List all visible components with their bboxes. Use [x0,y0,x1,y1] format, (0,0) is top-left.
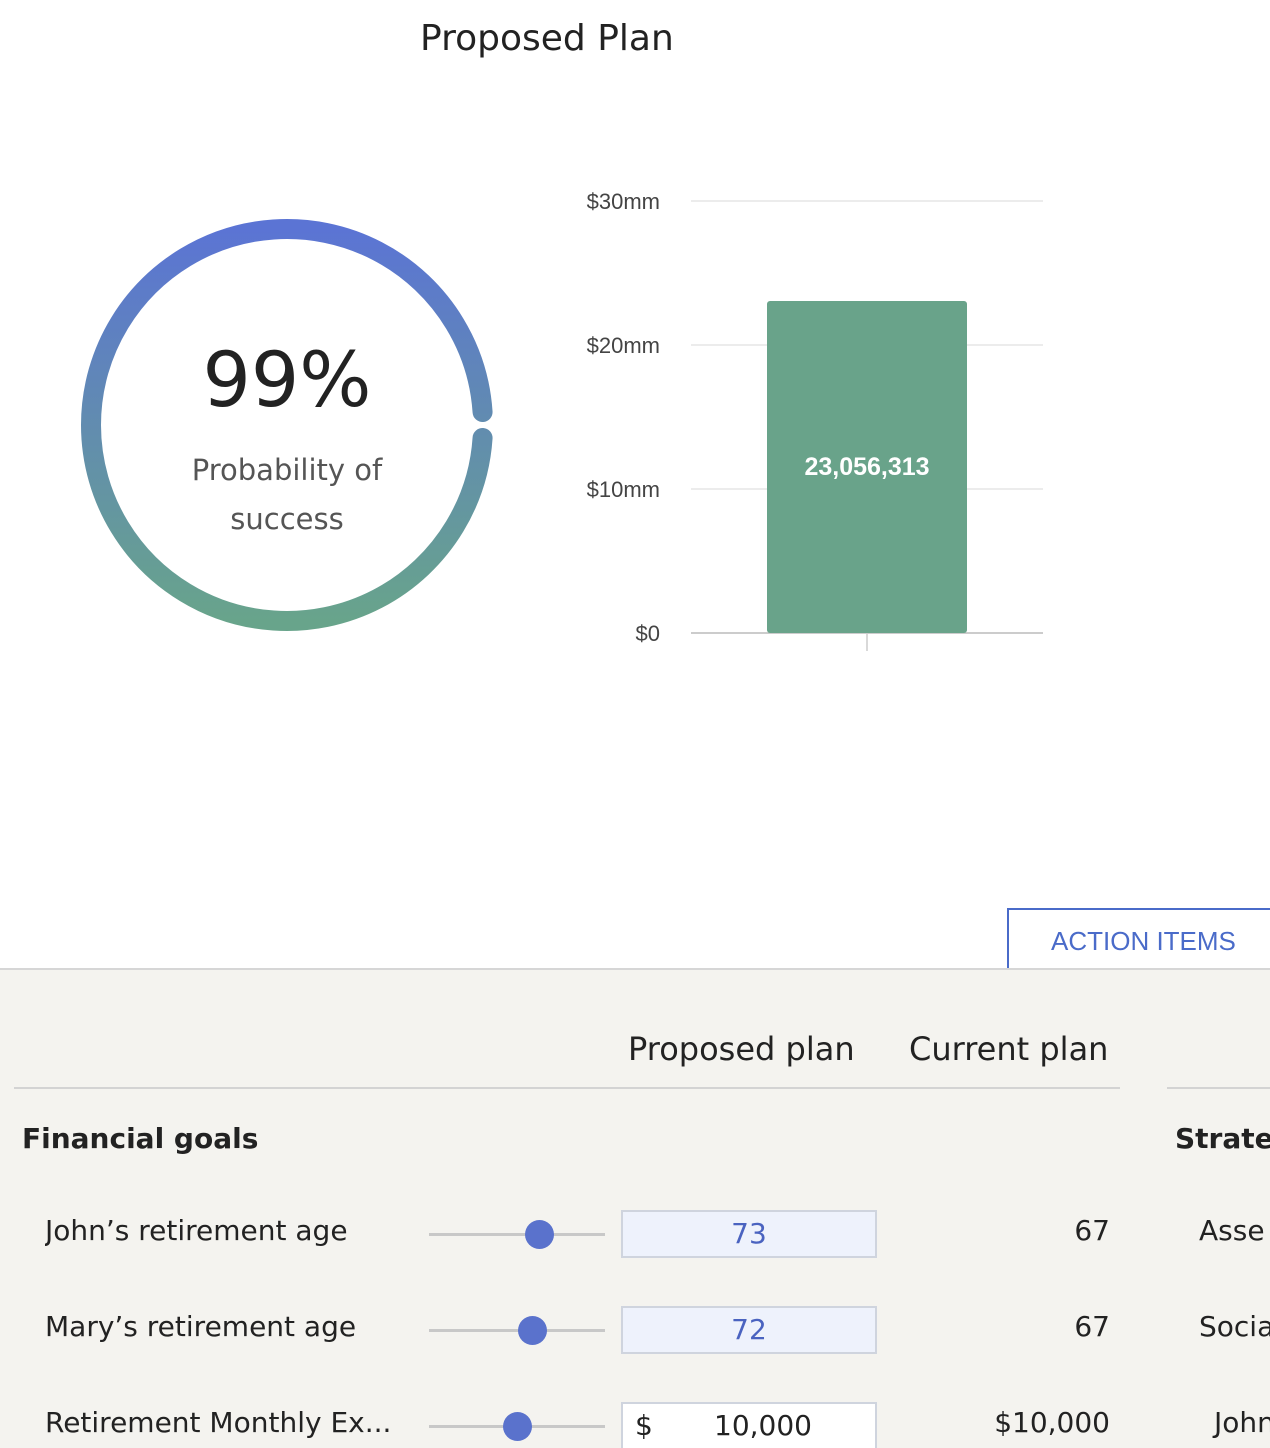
row-label: Mary’s retirement age [45,1310,357,1343]
side-item: Asse [1199,1214,1265,1247]
strategy-section-title: Strateg [1175,1122,1270,1155]
bar-data-label: 23,056,313 [804,453,929,481]
mary-retirement-slider[interactable] [429,1329,605,1332]
mary-retirement-input[interactable]: 72 [621,1306,877,1354]
donut-ring [81,219,493,631]
portfolio-bar-chart: $0 $10mm $20mm $30mm 23,056,313 [587,189,1043,651]
financial-goals-title: Financial goals [22,1122,259,1155]
donut-center: 99% Probability of success [80,218,494,632]
bar [767,300,967,633]
y-tick-label: $20mm [587,333,660,358]
goal-row-john-retirement: John’s retirement age 73 67 Asse [0,1206,1270,1266]
row-label: Retirement Monthly Ex... [45,1406,392,1439]
y-tick-label: $0 [636,621,660,646]
action-items-button[interactable]: ACTION ITEMS [1007,908,1270,970]
john-retirement-input[interactable]: 73 [621,1210,877,1258]
current-plan-header: Current plan [909,1030,1109,1068]
amount-value: 10,000 [714,1409,812,1442]
monthly-expenses-input[interactable]: $ 10,000 [621,1402,877,1448]
currency-symbol: $ [635,1409,653,1442]
goal-row-mary-retirement: Mary’s retirement age 72 67 Socia [0,1302,1270,1362]
divider [1167,1087,1270,1089]
slider-thumb[interactable] [502,1412,532,1441]
divider [14,1087,1120,1089]
slider-thumb[interactable] [525,1220,555,1249]
side-item: Socia [1199,1310,1270,1343]
goal-row-monthly-expenses: Retirement Monthly Ex... $ 10,000 $10,00… [0,1398,1270,1448]
page-title: Proposed Plan [420,18,674,59]
probability-label: Probability of success [191,453,383,536]
slider-thumb[interactable] [518,1316,548,1345]
current-value: 67 [1074,1310,1110,1343]
y-tick-label: $30mm [587,189,660,214]
proposed-plan-header: Proposed plan [628,1030,855,1068]
y-tick-label: $10mm [587,477,660,502]
current-value: 67 [1074,1214,1110,1247]
row-label: John’s retirement age [45,1214,348,1247]
current-value: $10,000 [994,1406,1110,1439]
probability-value: 99% [202,335,372,424]
side-item: John [1214,1406,1270,1439]
john-retirement-slider[interactable] [429,1233,605,1236]
plan-comparison-panel: Proposed plan Current plan Financial goa… [0,968,1270,1448]
probability-donut [81,219,493,631]
